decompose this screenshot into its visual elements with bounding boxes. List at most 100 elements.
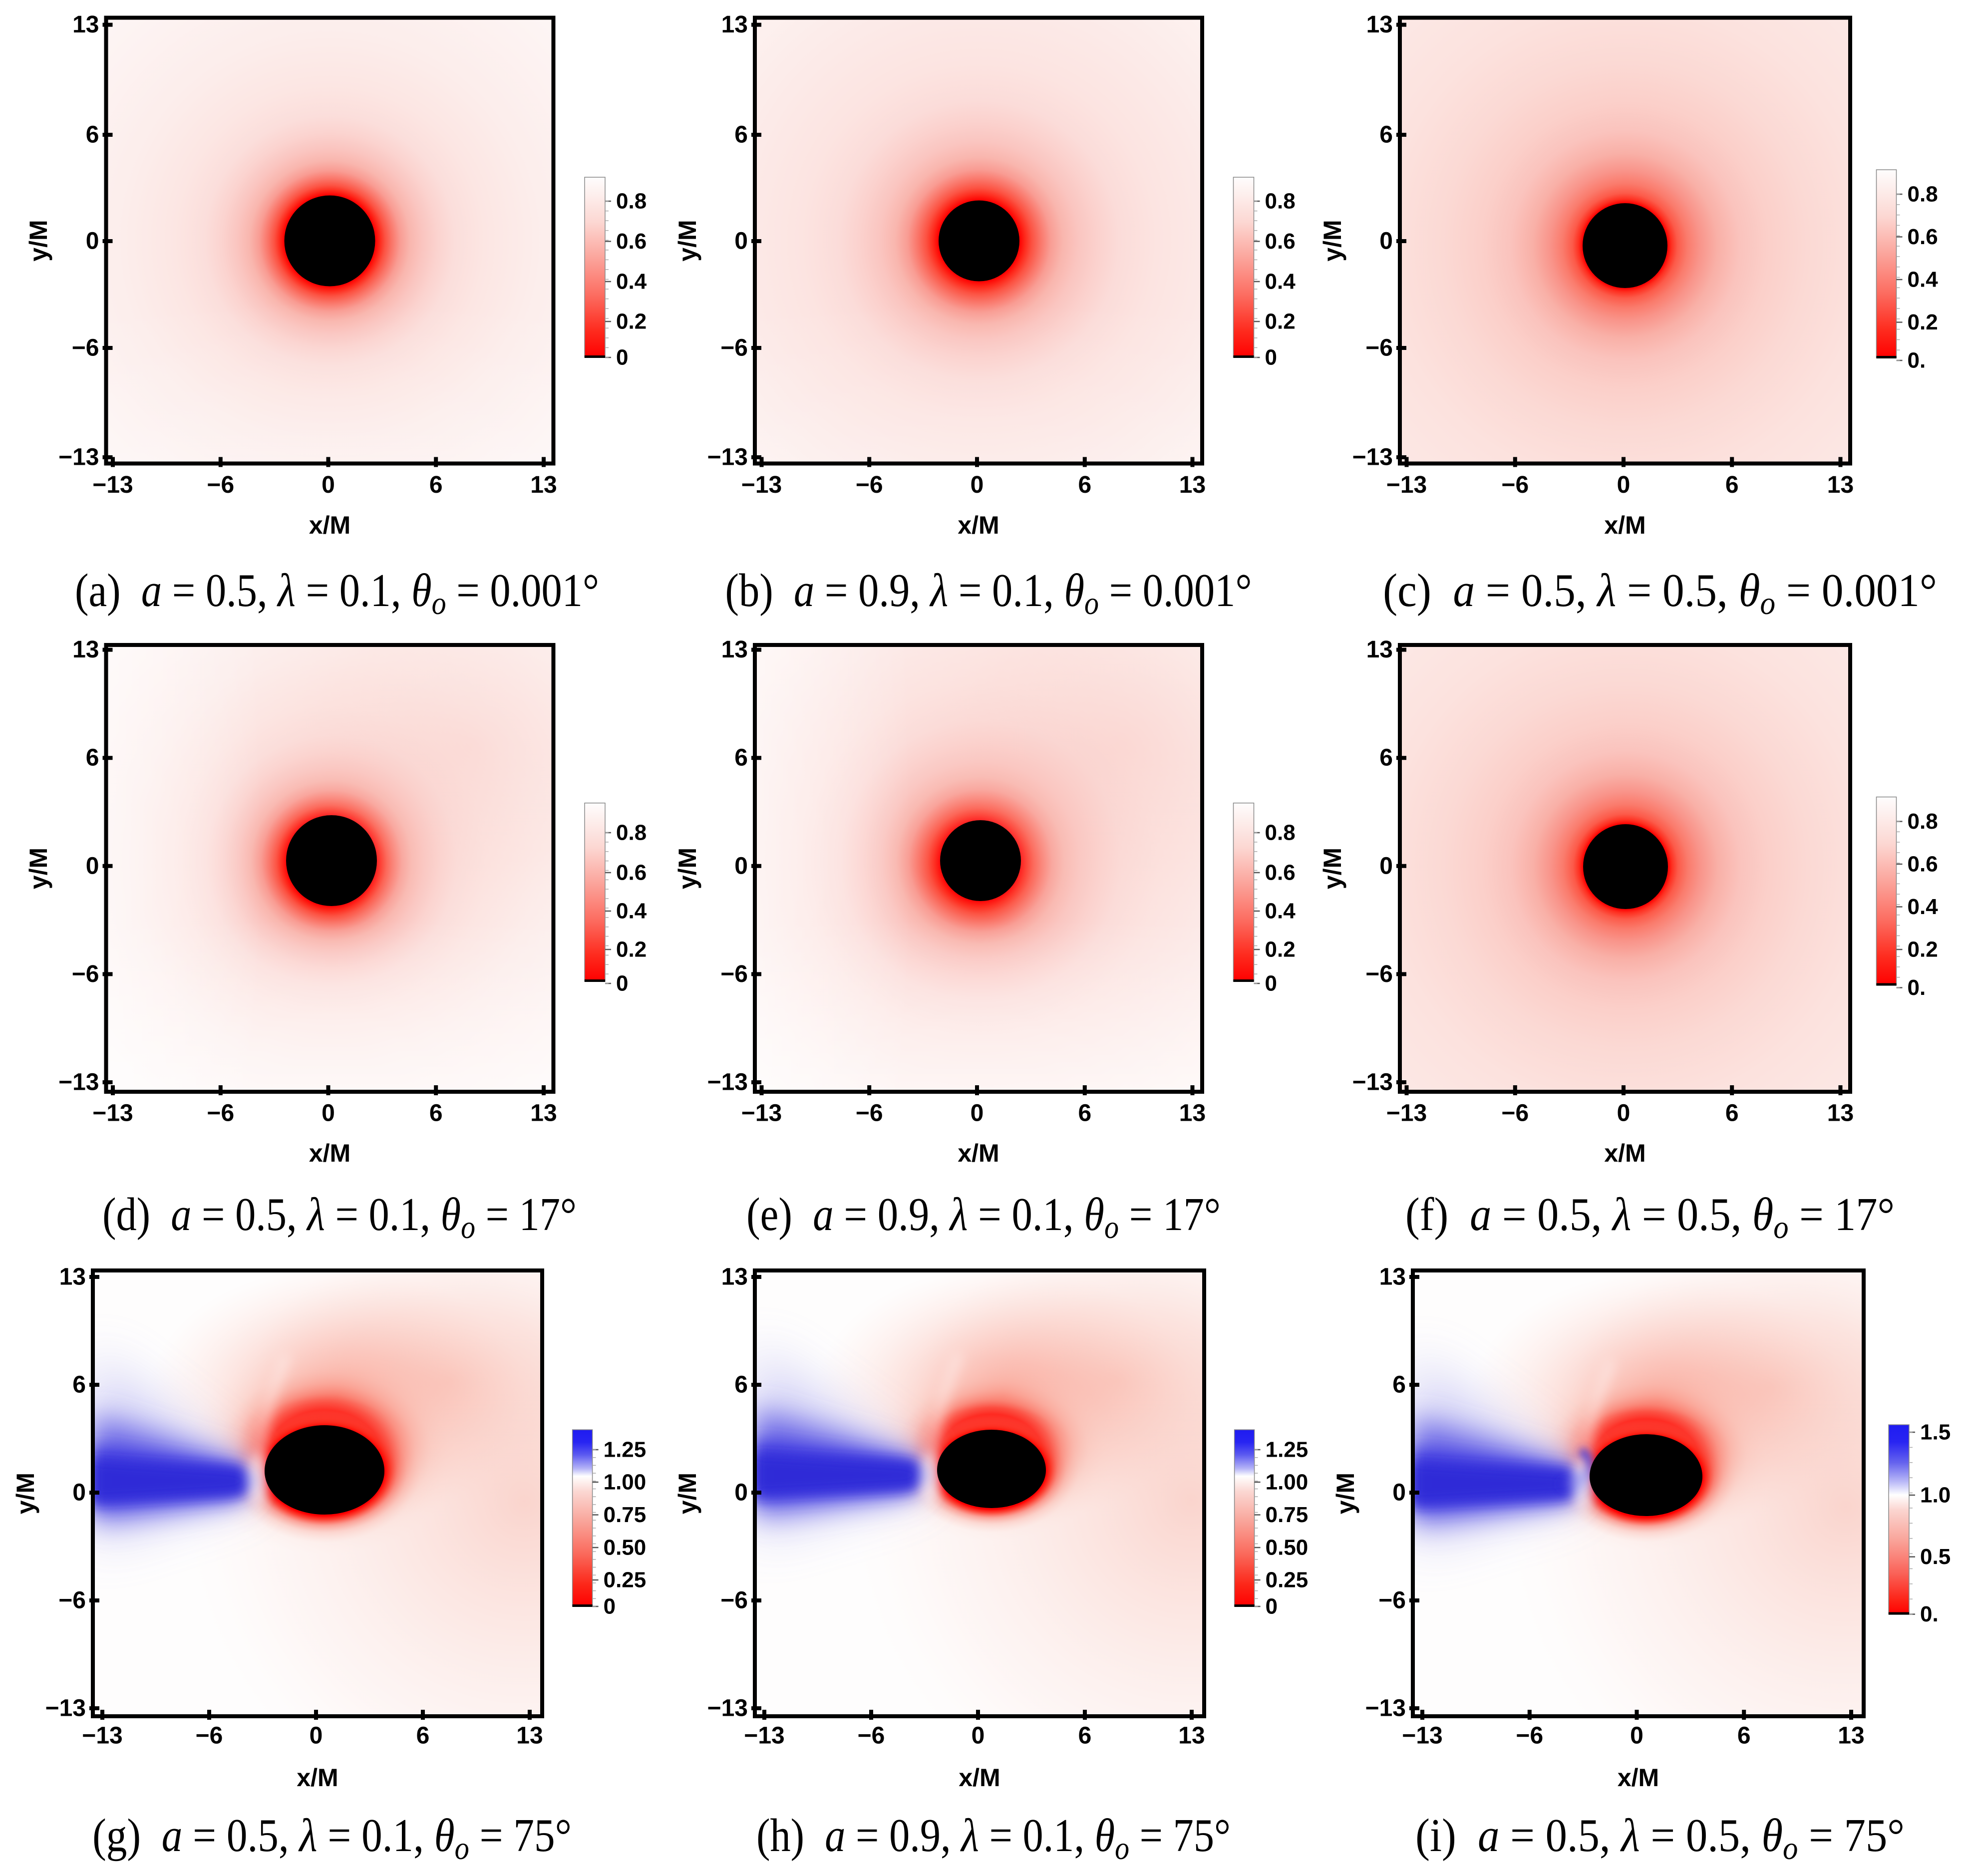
svg-text:0.8: 0.8 [1265, 189, 1296, 214]
svg-text:0.: 0. [1908, 348, 1926, 373]
svg-text:0: 0 [604, 1594, 616, 1619]
svg-text:−6: −6 [858, 1723, 885, 1749]
svg-text:0: 0 [86, 853, 99, 879]
svg-text:0.2: 0.2 [1908, 938, 1938, 962]
svg-text:0.75: 0.75 [604, 1503, 647, 1527]
svg-text:−6: −6 [58, 1587, 86, 1614]
svg-text:−13: −13 [741, 472, 782, 498]
svg-text:0.: 0. [1920, 1602, 1939, 1626]
svg-text:0.6: 0.6 [1908, 852, 1938, 877]
svg-text:13: 13 [1827, 1100, 1854, 1127]
svg-text:1.00: 1.00 [1266, 1470, 1309, 1495]
svg-text:−6: −6 [72, 961, 99, 987]
svg-text:y/M: y/M [1318, 848, 1346, 889]
svg-text:6: 6 [1392, 1372, 1406, 1398]
svg-text:−13: −13 [92, 472, 133, 498]
svg-text:0: 0 [734, 1480, 748, 1506]
svg-text:−6: −6 [1365, 961, 1393, 987]
svg-text:6: 6 [416, 1723, 430, 1749]
svg-text:(f) a = 0.5, λ = 0.5, θo = 17: (f) a = 0.5, λ = 0.5, θo = 17° [1405, 1189, 1895, 1246]
svg-text:−13: −13 [741, 1100, 782, 1127]
svg-text:13: 13 [516, 1723, 543, 1749]
svg-text:x/M: x/M [297, 1764, 338, 1792]
svg-text:0.8: 0.8 [616, 821, 647, 845]
svg-text:0: 0 [972, 1723, 985, 1749]
svg-text:0.5: 0.5 [1920, 1545, 1951, 1569]
svg-text:0: 0 [616, 971, 628, 996]
svg-text:6: 6 [429, 472, 443, 498]
svg-text:0: 0 [1379, 228, 1393, 255]
svg-text:−13: −13 [1352, 1069, 1393, 1096]
svg-text:13: 13 [1179, 472, 1206, 498]
svg-text:13: 13 [1379, 1264, 1406, 1290]
svg-text:6: 6 [1725, 1100, 1739, 1127]
svg-text:13: 13 [721, 1264, 748, 1290]
svg-text:13: 13 [721, 11, 748, 38]
svg-text:−6: −6 [1516, 1723, 1543, 1749]
svg-text:y/M: y/M [11, 1473, 39, 1514]
svg-text:0.25: 0.25 [604, 1568, 647, 1592]
svg-text:0.8: 0.8 [1265, 821, 1296, 845]
svg-text:0: 0 [1617, 472, 1631, 498]
svg-text:−13: −13 [58, 1069, 99, 1096]
svg-text:−13: −13 [1402, 1723, 1442, 1749]
svg-text:13: 13 [1838, 1723, 1864, 1749]
svg-text:−6: −6 [1378, 1587, 1406, 1614]
svg-text:0.4: 0.4 [1908, 895, 1939, 919]
svg-text:0: 0 [1630, 1723, 1643, 1749]
svg-text:6: 6 [1725, 472, 1739, 498]
svg-text:−13: −13 [1365, 1695, 1406, 1722]
svg-text:0.8: 0.8 [616, 189, 647, 214]
svg-text:−6: −6 [207, 472, 234, 498]
svg-text:0.4: 0.4 [1265, 270, 1296, 294]
svg-text:x/M: x/M [958, 1139, 999, 1167]
svg-text:0: 0 [1265, 971, 1277, 996]
svg-text:−6: −6 [1365, 335, 1393, 361]
svg-text:0: 0 [322, 1100, 335, 1127]
svg-text:0.8: 0.8 [1908, 809, 1938, 834]
svg-text:0: 0 [971, 1100, 984, 1127]
svg-text:6: 6 [86, 122, 99, 148]
svg-text:6: 6 [1078, 472, 1091, 498]
svg-text:1.25: 1.25 [1266, 1438, 1309, 1462]
svg-text:(d) a = 0.5, λ = 0.1, θo = 17: (d) a = 0.5, λ = 0.1, θo = 17° [102, 1189, 577, 1246]
svg-text:(h) a = 0.9, λ = 0.1, θo = 75: (h) a = 0.9, λ = 0.1, θo = 75° [756, 1810, 1231, 1867]
svg-text:−13: −13 [707, 1695, 748, 1722]
svg-text:0: 0 [734, 853, 748, 879]
svg-text:0.6: 0.6 [616, 861, 647, 885]
svg-text:y/M: y/M [673, 1473, 701, 1514]
svg-text:0: 0 [310, 1723, 323, 1749]
svg-text:−13: −13 [707, 1069, 748, 1096]
svg-text:0.75: 0.75 [1266, 1503, 1309, 1527]
svg-text:0.: 0. [1908, 975, 1926, 1000]
svg-text:x/M: x/M [959, 1764, 1000, 1792]
svg-text:0: 0 [86, 228, 99, 255]
svg-text:13: 13 [59, 1264, 86, 1290]
svg-text:13: 13 [1366, 636, 1393, 663]
svg-text:x/M: x/M [1604, 511, 1645, 539]
svg-text:−13: −13 [744, 1723, 784, 1749]
svg-text:y/M: y/M [673, 220, 701, 261]
svg-text:1.0: 1.0 [1920, 1483, 1951, 1508]
svg-text:0: 0 [971, 472, 984, 498]
svg-text:0: 0 [1617, 1100, 1631, 1127]
svg-text:y/M: y/M [24, 848, 52, 889]
svg-text:13: 13 [1366, 11, 1393, 38]
svg-text:1.5: 1.5 [1920, 1420, 1951, 1445]
svg-text:−6: −6 [72, 335, 99, 361]
svg-text:(g) a = 0.5, λ = 0.1, θo = 75: (g) a = 0.5, λ = 0.1, θo = 75° [92, 1810, 572, 1866]
svg-text:y/M: y/M [1331, 1473, 1359, 1514]
svg-text:0: 0 [1265, 345, 1277, 370]
svg-text:1.00: 1.00 [604, 1470, 647, 1495]
svg-text:−6: −6 [196, 1723, 223, 1749]
svg-text:−6: −6 [1501, 1100, 1529, 1127]
svg-text:6: 6 [1379, 122, 1393, 148]
svg-text:0: 0 [1392, 1480, 1406, 1506]
svg-text:0: 0 [616, 345, 628, 370]
svg-text:(a) a = 0.5, λ = 0.1, θo = 0.: (a) a = 0.5, λ = 0.1, θo = 0.001° [75, 565, 599, 622]
svg-text:−13: −13 [45, 1695, 86, 1722]
svg-text:6: 6 [1078, 1100, 1091, 1127]
svg-text:6: 6 [734, 745, 748, 771]
svg-text:0.50: 0.50 [1266, 1536, 1309, 1560]
svg-text:0: 0 [1379, 853, 1393, 879]
